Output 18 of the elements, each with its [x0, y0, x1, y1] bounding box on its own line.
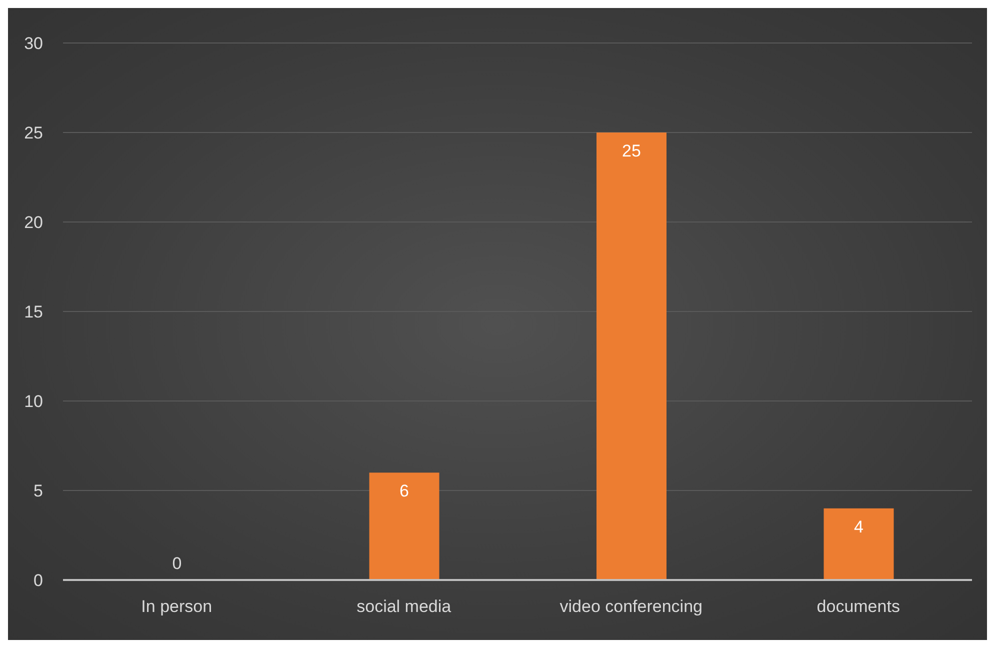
y-tick-label: 20 [24, 213, 43, 232]
data-label: 0 [172, 554, 182, 573]
bar [824, 508, 894, 580]
data-label: 6 [400, 482, 409, 501]
y-tick-label: 0 [34, 571, 43, 590]
bar [369, 472, 440, 580]
y-tick-label: 5 [34, 482, 43, 501]
x-tick-label: social media [356, 597, 452, 616]
y-tick-label: 15 [24, 302, 43, 322]
data-label: 4 [854, 517, 864, 536]
y-tick-label: 25 [24, 124, 43, 143]
y-tick-label: 30 [24, 34, 43, 54]
x-tick-label: In person [141, 597, 212, 616]
bar [596, 132, 666, 580]
x-tick-label: video conferencing [560, 597, 702, 616]
x-tick-label: documents [816, 597, 900, 616]
data-label: 25 [622, 142, 641, 160]
y-tick-label: 10 [24, 392, 43, 412]
